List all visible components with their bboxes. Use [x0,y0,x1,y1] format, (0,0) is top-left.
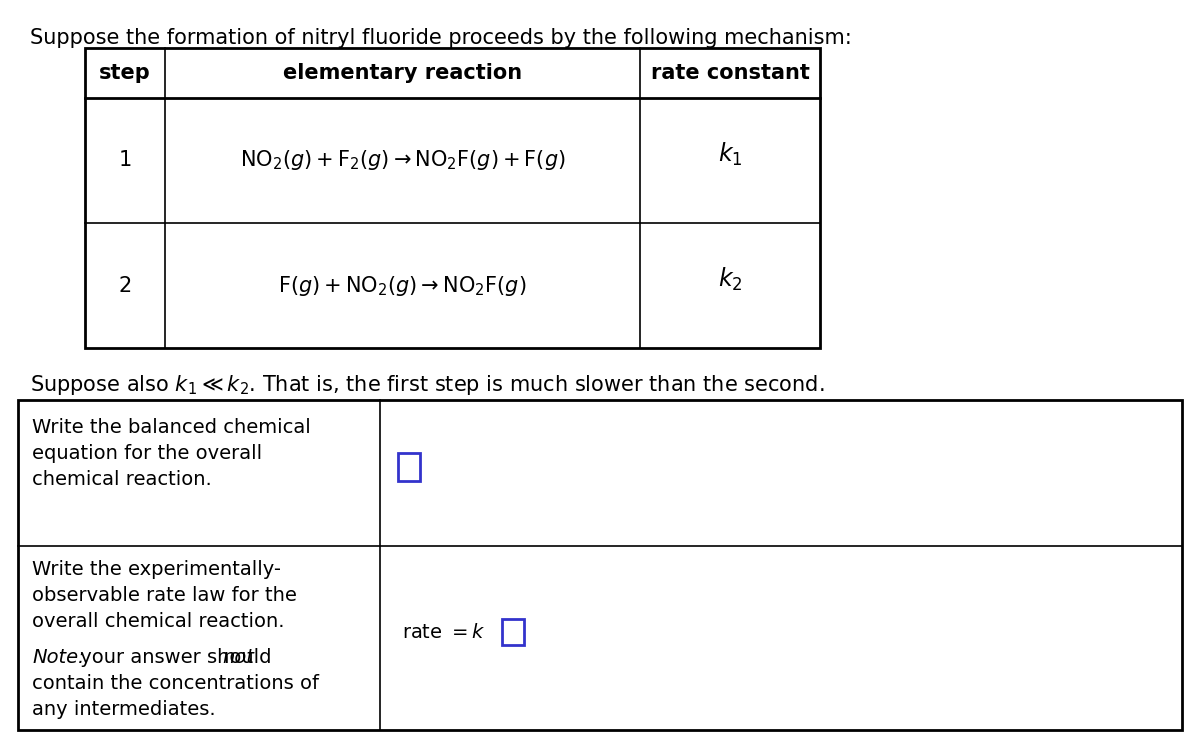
Text: Write the experimentally-: Write the experimentally- [32,560,281,579]
Text: not: not [222,648,254,667]
Text: contain the concentrations of: contain the concentrations of [32,674,319,693]
Bar [502,619,524,645]
Bar [18,400,1182,730]
Bar [85,48,820,348]
Text: Suppose the formation of nitryl fluoride proceeds by the following mechanism:: Suppose the formation of nitryl fluoride… [30,28,852,48]
Bar [398,453,420,481]
Text: rate constant: rate constant [650,63,810,83]
Text: any intermediates.: any intermediates. [32,700,216,719]
Text: 1: 1 [119,151,132,170]
Text: 2: 2 [119,275,132,295]
Text: rate $= k$: rate $= k$ [402,624,486,643]
Text: equation for the overall: equation for the overall [32,444,262,463]
Text: $k_2$: $k_2$ [718,266,743,293]
Text: $\mathrm{NO_2}(g)+\mathrm{F_2}(g)\rightarrow\mathrm{NO_2F}(g)+\mathrm{F}(g)$: $\mathrm{NO_2}(g)+\mathrm{F_2}(g)\righta… [240,148,565,173]
Text: step: step [100,63,151,83]
Text: chemical reaction.: chemical reaction. [32,470,211,489]
Text: overall chemical reaction.: overall chemical reaction. [32,612,284,631]
Text: $k_1$: $k_1$ [718,141,743,168]
Text: elementary reaction: elementary reaction [283,63,522,83]
Text: Note:: Note: [32,648,85,667]
Text: observable rate law for the: observable rate law for the [32,586,296,605]
Text: Suppose also $k_1 \ll k_2$. That is, the first step is much slower than the seco: Suppose also $k_1 \ll k_2$. That is, the… [30,373,824,397]
Text: Write the balanced chemical: Write the balanced chemical [32,418,311,437]
Text: your answer should: your answer should [74,648,277,667]
Text: $\mathrm{F}(g)+\mathrm{NO_2}(g)\rightarrow\mathrm{NO_2F}(g)$: $\mathrm{F}(g)+\mathrm{NO_2}(g)\rightarr… [278,274,527,297]
